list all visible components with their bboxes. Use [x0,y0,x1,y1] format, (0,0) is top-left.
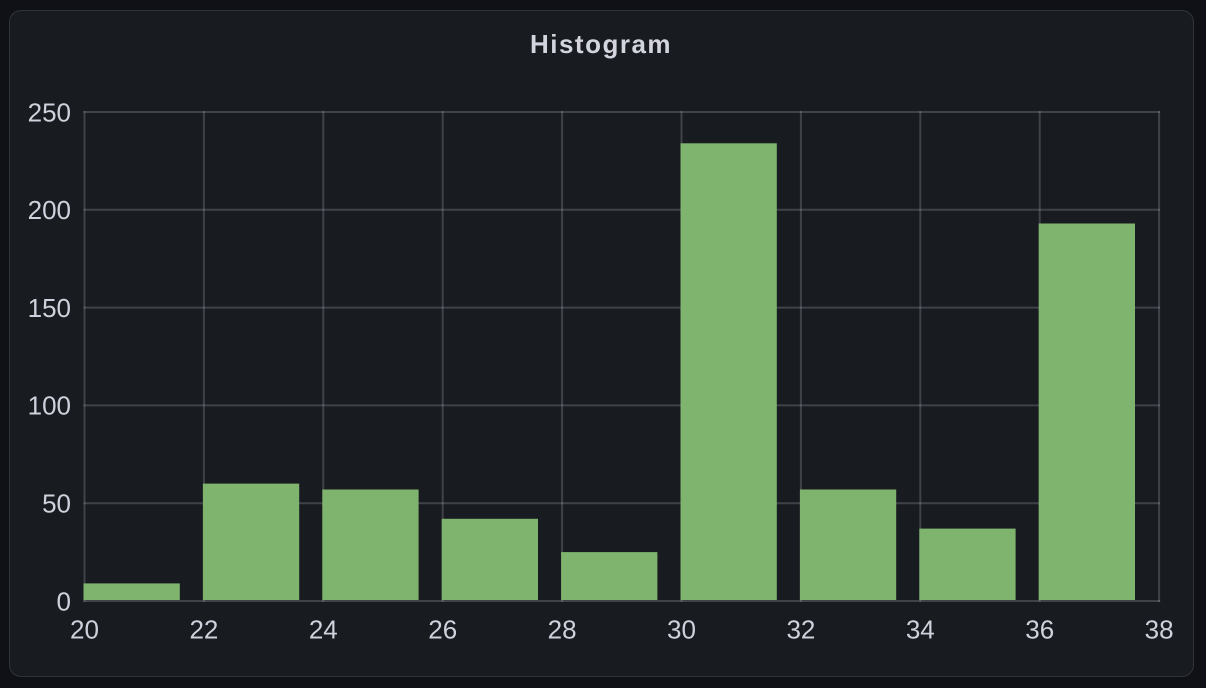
svg-text:26: 26 [428,615,457,645]
svg-text:0: 0 [57,586,71,616]
svg-text:150: 150 [28,293,71,323]
svg-text:250: 250 [28,97,71,127]
svg-text:38: 38 [1145,615,1174,645]
svg-text:28: 28 [548,615,577,645]
svg-text:30: 30 [667,615,696,645]
svg-text:32: 32 [786,615,815,645]
svg-text:36: 36 [1025,615,1054,645]
svg-text:22: 22 [189,615,218,645]
svg-text:50: 50 [42,489,71,519]
svg-text:100: 100 [28,391,71,421]
svg-text:20: 20 [70,615,99,645]
svg-text:34: 34 [906,615,935,645]
svg-text:24: 24 [309,615,338,645]
svg-text:200: 200 [28,195,71,225]
